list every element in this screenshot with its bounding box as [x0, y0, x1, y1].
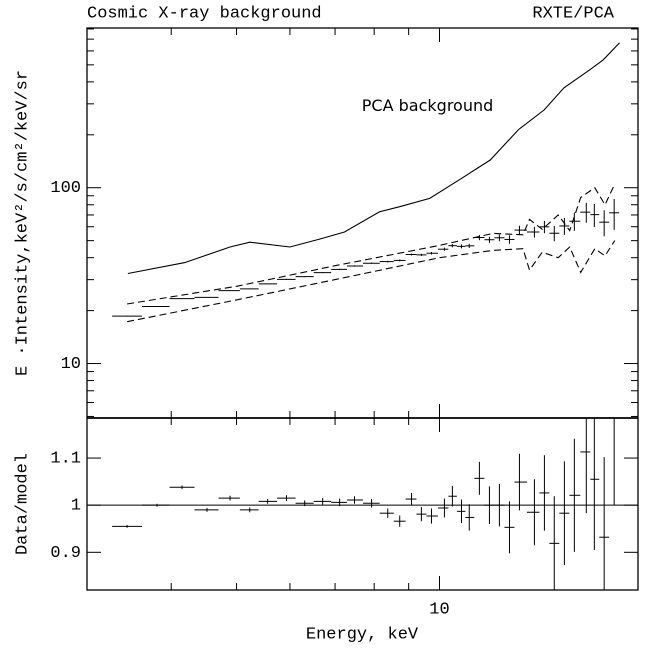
model-band — [126, 240, 616, 323]
chart-subtitle: RXTE/PCA — [532, 4, 614, 23]
y-tick-label: 1 — [71, 497, 81, 516]
plot-frame — [86, 27, 639, 591]
x-tick-label: 10 — [429, 600, 449, 619]
plot-area — [112, 42, 620, 323]
y-axis-label: E ·Intensity,keV²/s/cm²/keV/sr — [13, 70, 32, 376]
model-band — [127, 183, 616, 305]
annotation: PCA background — [362, 96, 493, 115]
y-tick-label: 0.9 — [50, 544, 81, 563]
chart-title: Cosmic X-ray background — [87, 4, 322, 23]
y-tick-label: 100 — [50, 179, 81, 198]
y-tick-label: 1.1 — [50, 450, 81, 469]
plot-area — [87, 418, 638, 590]
y-axis-label: Data/model — [13, 453, 32, 555]
background-line — [127, 42, 620, 275]
y-tick-label: 10 — [61, 355, 81, 374]
x-axis-label: Energy, keV — [306, 625, 419, 644]
